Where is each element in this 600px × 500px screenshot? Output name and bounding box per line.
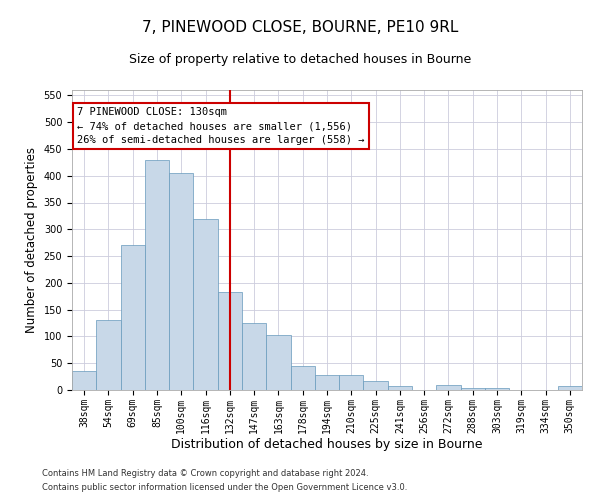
X-axis label: Distribution of detached houses by size in Bourne: Distribution of detached houses by size … — [171, 438, 483, 452]
Text: Contains HM Land Registry data © Crown copyright and database right 2024.: Contains HM Land Registry data © Crown c… — [42, 468, 368, 477]
Bar — [145, 160, 169, 390]
Text: Size of property relative to detached houses in Bourne: Size of property relative to detached ho… — [129, 52, 471, 66]
Text: Contains public sector information licensed under the Open Government Licence v3: Contains public sector information licen… — [42, 484, 407, 492]
Bar — [242, 323, 266, 390]
Bar — [290, 366, 315, 390]
Bar — [461, 388, 485, 390]
Bar — [121, 246, 145, 390]
Bar — [96, 320, 121, 390]
Text: 7 PINEWOOD CLOSE: 130sqm
← 74% of detached houses are smaller (1,556)
26% of sem: 7 PINEWOOD CLOSE: 130sqm ← 74% of detach… — [77, 107, 364, 145]
Bar — [218, 292, 242, 390]
Bar — [364, 381, 388, 390]
Bar — [315, 375, 339, 390]
Bar — [436, 385, 461, 390]
Bar — [169, 173, 193, 390]
Y-axis label: Number of detached properties: Number of detached properties — [25, 147, 38, 333]
Bar — [266, 335, 290, 390]
Bar — [485, 388, 509, 390]
Text: 7, PINEWOOD CLOSE, BOURNE, PE10 9RL: 7, PINEWOOD CLOSE, BOURNE, PE10 9RL — [142, 20, 458, 35]
Bar — [193, 218, 218, 390]
Bar — [339, 375, 364, 390]
Bar — [388, 386, 412, 390]
Bar — [72, 371, 96, 390]
Bar — [558, 386, 582, 390]
